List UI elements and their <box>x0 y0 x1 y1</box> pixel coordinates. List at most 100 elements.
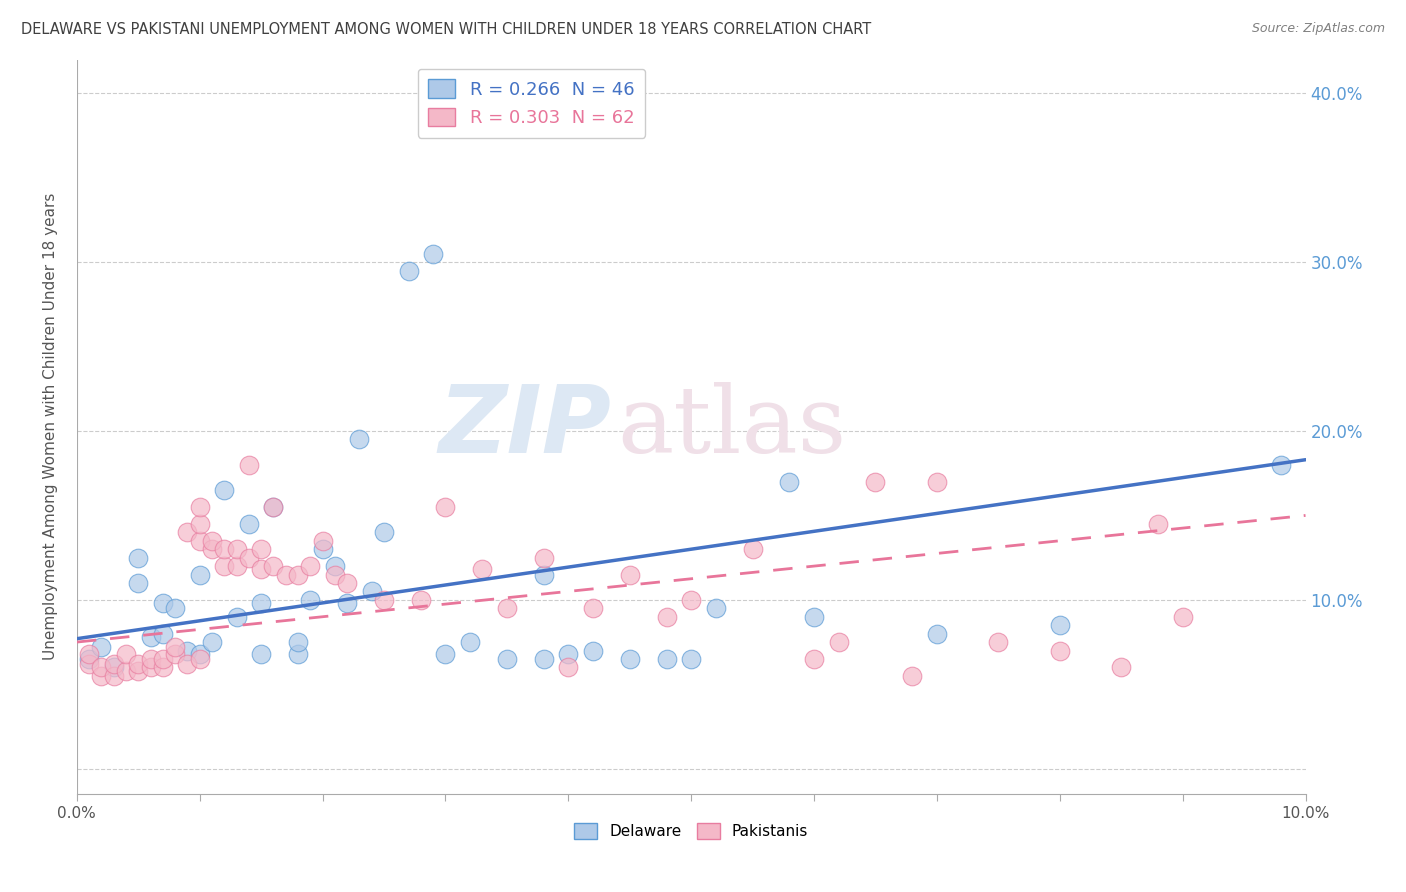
Point <box>188 652 211 666</box>
Point <box>741 542 763 557</box>
Point <box>165 640 187 654</box>
Point <box>176 657 198 671</box>
Point <box>250 562 273 576</box>
Point <box>398 263 420 277</box>
Text: Source: ZipAtlas.com: Source: ZipAtlas.com <box>1251 22 1385 36</box>
Point <box>458 635 481 649</box>
Point <box>77 652 100 666</box>
Text: DELAWARE VS PAKISTANI UNEMPLOYMENT AMONG WOMEN WITH CHILDREN UNDER 18 YEARS CORR: DELAWARE VS PAKISTANI UNEMPLOYMENT AMONG… <box>21 22 872 37</box>
Point <box>176 643 198 657</box>
Point <box>655 652 678 666</box>
Point <box>214 559 236 574</box>
Point <box>803 652 825 666</box>
Point <box>533 652 555 666</box>
Point <box>422 246 444 260</box>
Point <box>103 669 125 683</box>
Point <box>188 567 211 582</box>
Point <box>1270 458 1292 472</box>
Point <box>238 516 260 531</box>
Point <box>496 652 519 666</box>
Point <box>619 652 641 666</box>
Point <box>409 592 432 607</box>
Point <box>127 576 149 591</box>
Point <box>152 652 174 666</box>
Point <box>582 643 605 657</box>
Point <box>287 635 309 649</box>
Point <box>557 660 579 674</box>
Point <box>139 630 162 644</box>
Point <box>336 596 359 610</box>
Point <box>225 559 247 574</box>
Point <box>827 635 849 649</box>
Point <box>311 542 333 557</box>
Point <box>681 652 703 666</box>
Point <box>77 657 100 671</box>
Point <box>238 550 260 565</box>
Point <box>655 609 678 624</box>
Point <box>287 567 309 582</box>
Point <box>311 533 333 548</box>
Point <box>139 652 162 666</box>
Point <box>299 559 322 574</box>
Point <box>1147 516 1170 531</box>
Point <box>925 475 948 489</box>
Point <box>471 562 494 576</box>
Legend: Delaware, Pakistanis: Delaware, Pakistanis <box>568 817 814 845</box>
Point <box>582 601 605 615</box>
Point <box>214 483 236 497</box>
Point <box>323 567 346 582</box>
Point <box>925 626 948 640</box>
Point <box>225 542 247 557</box>
Point <box>152 660 174 674</box>
Point <box>557 647 579 661</box>
Point <box>250 542 273 557</box>
Point <box>250 596 273 610</box>
Point <box>201 533 224 548</box>
Point <box>152 626 174 640</box>
Point <box>127 664 149 678</box>
Point <box>373 592 395 607</box>
Point <box>434 647 457 661</box>
Point <box>262 559 284 574</box>
Point <box>262 500 284 514</box>
Point <box>77 647 100 661</box>
Point <box>188 647 211 661</box>
Point <box>139 660 162 674</box>
Point <box>201 542 224 557</box>
Point <box>323 559 346 574</box>
Point <box>262 500 284 514</box>
Point <box>90 640 112 654</box>
Point <box>115 664 138 678</box>
Point <box>704 601 727 615</box>
Point <box>250 647 273 661</box>
Text: ZIP: ZIP <box>439 381 612 473</box>
Point <box>103 657 125 671</box>
Point <box>103 660 125 674</box>
Point <box>533 567 555 582</box>
Point <box>225 609 247 624</box>
Point <box>336 576 359 591</box>
Point <box>901 669 924 683</box>
Point <box>274 567 297 582</box>
Point <box>201 635 224 649</box>
Point <box>152 596 174 610</box>
Point <box>90 660 112 674</box>
Point <box>619 567 641 582</box>
Point <box>299 592 322 607</box>
Point <box>214 542 236 557</box>
Text: atlas: atlas <box>617 382 846 472</box>
Point <box>165 647 187 661</box>
Point <box>115 647 138 661</box>
Point <box>165 601 187 615</box>
Point <box>434 500 457 514</box>
Point <box>779 475 801 489</box>
Point <box>865 475 887 489</box>
Point <box>1171 609 1194 624</box>
Point <box>1049 618 1071 632</box>
Point <box>533 550 555 565</box>
Point <box>1109 660 1132 674</box>
Point <box>803 609 825 624</box>
Point <box>188 500 211 514</box>
Y-axis label: Unemployment Among Women with Children Under 18 years: Unemployment Among Women with Children U… <box>44 194 58 660</box>
Point <box>681 592 703 607</box>
